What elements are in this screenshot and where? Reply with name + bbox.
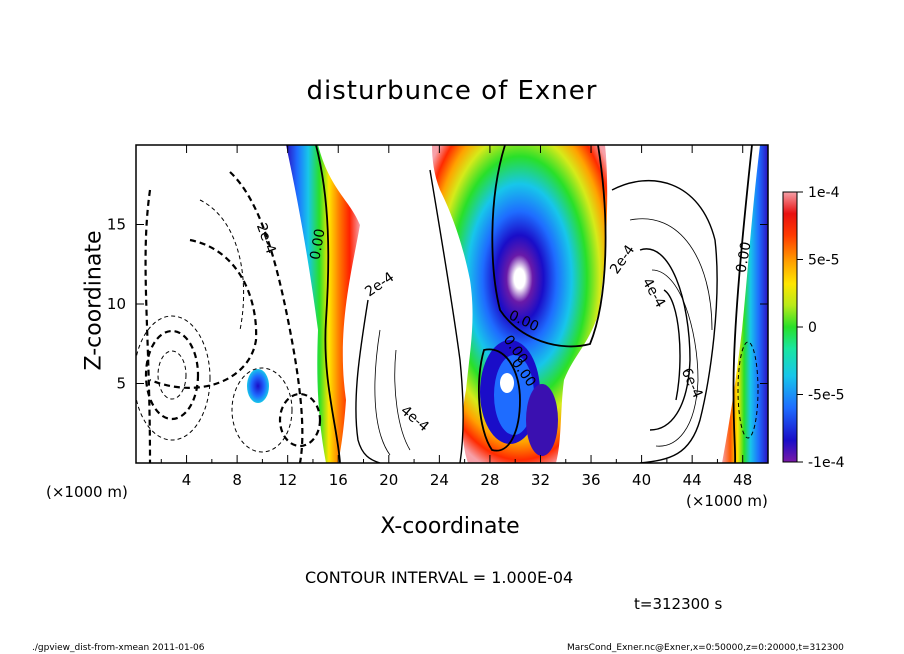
zero-contours [315,145,753,463]
x-tick-label: 24 [430,471,449,489]
x-tick-label: 36 [581,471,600,489]
y-tick-label: 15 [107,216,126,234]
x-tick-label: 8 [232,471,242,489]
filled-regions [247,145,768,463]
footer-right-text: MarsCond_Exner.nc@Exner,x=0:50000,z=0:20… [567,643,844,653]
x-tick-label: 40 [632,471,651,489]
left-band-fill [286,145,360,463]
y-tick-label: 10 [107,295,126,313]
y-tick-label: 5 [116,375,126,393]
colorbar-tick-label: 0 [808,320,817,336]
colorbar-ticks: 1e-4 5e-5 0 -5e-5 -1e-4 [797,185,845,471]
colorbar [782,191,798,463]
x-tick-label: 4 [182,471,192,489]
x-units-label-left: (×1000 m) [46,483,128,501]
positive-contours [355,169,718,463]
x-axis-ticks: 4 8 12 16 20 24 28 32 36 40 44 48 [160,145,752,489]
x-axis-label: X-coordinate [380,514,520,539]
contour-label: 4e-4 [397,403,431,436]
x-tick-label: 32 [531,471,550,489]
positive-contours-thin [374,218,713,456]
x-tick-label: 12 [278,471,297,489]
time-note: t=312300 s [634,595,723,613]
colorbar-tick-label: 1e-4 [808,185,840,201]
contour-label: 2e-4 [253,221,279,256]
negative-contours-thick [144,171,322,463]
right-band-fill [722,145,768,463]
x-units-label-right: (×1000 m) [686,492,768,510]
footer-left-text: ./gpview_dist-from-xmean 2011-01-06 [32,643,205,653]
central-plume-fill [432,145,608,463]
colorbar-tick-label: 5e-5 [808,253,839,269]
contour-label: 4e-4 [639,275,669,310]
contour-interval-note: CONTOUR INTERVAL = 1.000E-04 [305,568,574,587]
x-tick-label: 20 [379,471,398,489]
small-low-blob [247,369,269,403]
colorbar-tick-label: -1e-4 [808,455,845,471]
contour-label: 6e-4 [678,366,706,401]
contour-label: 0.00 [733,241,754,274]
x-tick-label: 48 [733,471,752,489]
x-tick-label: 28 [480,471,499,489]
chart-title: disturbunce of Exner [306,76,598,106]
contour-lines [136,145,759,463]
y-axis-ticks: 5 10 15 [107,216,768,393]
x-tick-label: 16 [329,471,348,489]
contour-label: 0.00 [307,228,328,261]
colorbar-tick-label: -5e-5 [808,388,845,404]
lower-right-plume-core [526,384,558,456]
contour-label: 2e-4 [362,269,397,300]
negative-contours-thin [136,199,759,453]
x-tick-label: 44 [683,471,702,489]
lower-plume-hole [500,373,514,393]
contour-label: 2e-4 [607,242,638,277]
